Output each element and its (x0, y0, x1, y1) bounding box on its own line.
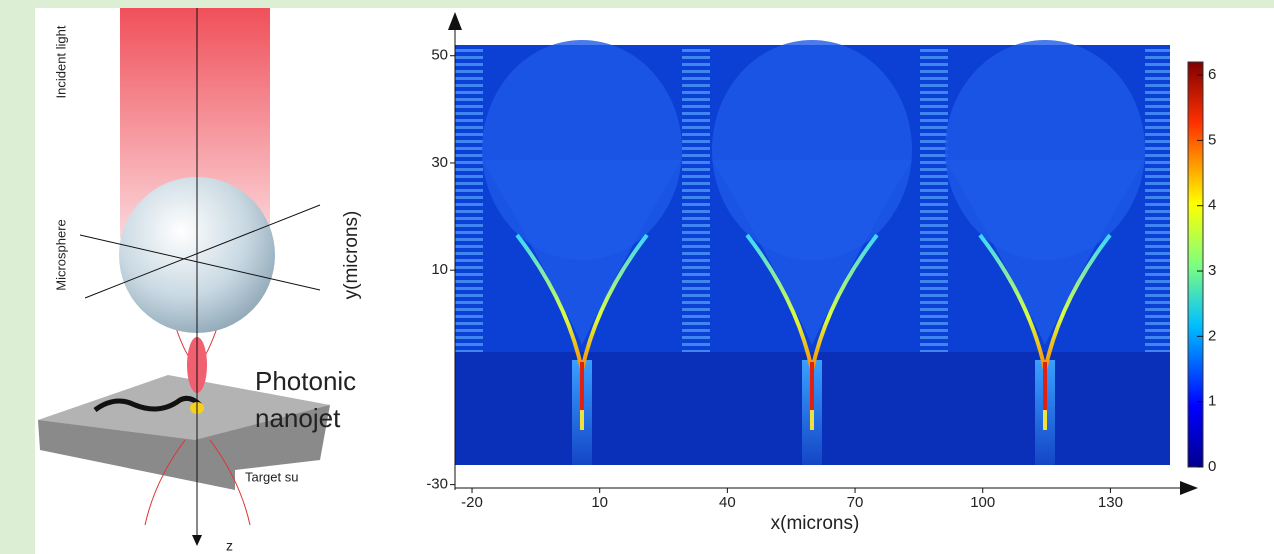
arrow (448, 12, 462, 30)
x-tick-label: -20 (461, 494, 483, 511)
lobe (945, 160, 1145, 345)
sample (93, 395, 202, 413)
y-tick-label: -30 (426, 476, 448, 493)
stripes (920, 45, 948, 352)
x-tick-label: 100 (970, 494, 995, 511)
jet-arm (978, 233, 1112, 371)
y-tick-label: 10 (431, 261, 448, 278)
label: Photonic (255, 366, 356, 396)
colorbar-tick-label: 4 (1208, 197, 1216, 214)
colorbar-tick-label: 1 (1208, 393, 1216, 410)
jet-arm (515, 233, 649, 371)
arrow (1180, 481, 1198, 495)
colorbar-tick-label: 3 (1208, 262, 1216, 279)
label: Incident light (53, 25, 68, 98)
target-top (38, 375, 330, 440)
lobe (482, 160, 682, 345)
stripes (455, 45, 483, 352)
field-image (455, 40, 1170, 465)
lobe (712, 160, 912, 345)
axis-line (79, 234, 321, 291)
label: z (226, 538, 233, 554)
arrow (192, 535, 202, 546)
y-tick-label: 30 (431, 154, 448, 171)
x-tick-label: 130 (1098, 494, 1123, 511)
x-tick-label: 40 (719, 494, 736, 511)
label: Microsphere (53, 219, 68, 291)
colorbar-tick-label: 2 (1208, 327, 1216, 344)
label: nanojet (255, 403, 341, 433)
x-axis-label: x(microns) (771, 513, 860, 534)
y-tick-label: 50 (431, 47, 448, 64)
colorbar-tick-label: 5 (1208, 131, 1216, 148)
x-tick-label: 10 (591, 494, 608, 511)
diagram: Incident light Microsphere Photonic nano… (38, 8, 356, 554)
colorbar-tick-label: 6 (1208, 66, 1216, 83)
colorbar (1187, 61, 1204, 468)
label: Target su (245, 469, 298, 484)
stripes (682, 45, 710, 352)
colorbar-tick-label: 0 (1208, 458, 1216, 475)
jet-arm (745, 233, 879, 371)
axis-line (84, 204, 321, 299)
stripes (1145, 45, 1170, 352)
y-axis-label: y(microns) (341, 211, 362, 300)
x-tick-label: 70 (847, 494, 864, 511)
nanojet-rays (144, 324, 251, 526)
